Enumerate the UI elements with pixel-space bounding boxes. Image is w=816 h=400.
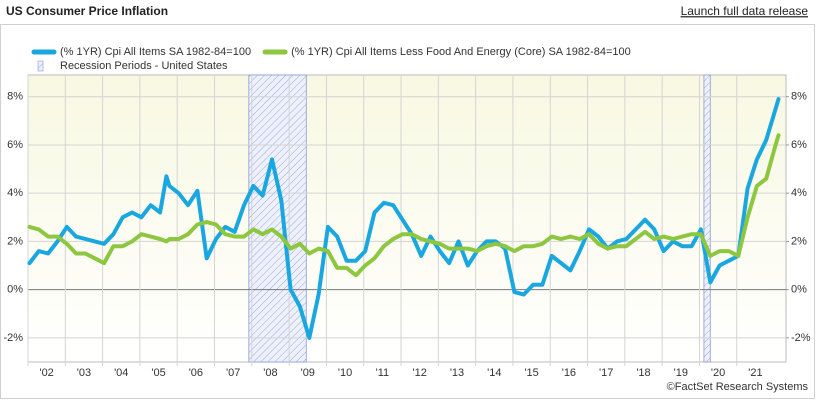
y2-tick-label: 4%	[791, 187, 807, 199]
y-tick-label: -2%	[3, 332, 23, 344]
x-tick-label: '07	[226, 367, 240, 379]
y-tick-label: 4%	[7, 187, 23, 199]
x-tick-label: '08	[263, 367, 277, 379]
series-line	[27, 133, 781, 278]
x-tick-label: '09	[301, 367, 315, 379]
legend-label: (% 1YR) Cpi All Items Less Food And Ener…	[291, 46, 631, 58]
x-tick-label: '12	[413, 367, 427, 379]
x-tick-label: '11	[376, 367, 390, 379]
x-tick-label: '16	[562, 367, 576, 379]
y2-tick-label: 0%	[791, 284, 807, 296]
chart-title: US Consumer Price Inflation	[6, 4, 168, 18]
x-tick-label: '18	[636, 367, 650, 379]
y2-tick-label: 2%	[791, 235, 807, 247]
x-tick-label: '05	[151, 367, 165, 379]
x-tick-label: '13	[450, 367, 464, 379]
x-tick-label: '04	[114, 367, 128, 379]
recession-band	[703, 74, 711, 363]
y-tick-label: 0%	[7, 284, 23, 296]
source: ©FactSet Research Systems	[667, 381, 809, 393]
data-link[interactable]: Launch full data release	[681, 4, 809, 18]
legend-label: Recession Periods - United States	[60, 60, 228, 72]
x-tick-label: '02	[39, 367, 53, 379]
x-tick-label: '06	[189, 367, 203, 379]
y2-tick-label: -2%	[791, 332, 811, 344]
legend: (% 1YR) Cpi All Items SA 1982-84=100 (% 1…	[31, 46, 631, 72]
y-tick-label: 6%	[7, 139, 23, 151]
chart-frame	[0, 24, 815, 399]
legend-swatch	[37, 60, 44, 72]
x-tick-label: '20	[711, 367, 725, 379]
y2-tick-label: 8%	[791, 91, 807, 103]
y-tick-label: 2%	[7, 235, 23, 247]
x-tick-label: '15	[524, 367, 538, 379]
y-tick-label: 8%	[7, 91, 23, 103]
y2-tick-label: 6%	[791, 139, 807, 151]
x-tick-label: '17	[599, 367, 613, 379]
recession-band	[248, 74, 307, 363]
x-tick-label: '19	[674, 367, 688, 379]
x-tick-label: '14	[487, 367, 501, 379]
x-tick-label: '03	[77, 367, 91, 379]
x-tick-label: '10	[338, 367, 352, 379]
plot-area	[27, 74, 787, 363]
x-tick-label: '21	[748, 367, 762, 379]
legend-label: (% 1YR) Cpi All Items SA 1982-84=100	[60, 46, 251, 58]
